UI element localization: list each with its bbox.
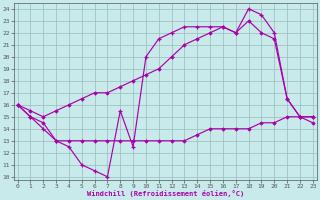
X-axis label: Windchill (Refroidissement éolien,°C): Windchill (Refroidissement éolien,°C) [87,190,244,197]
